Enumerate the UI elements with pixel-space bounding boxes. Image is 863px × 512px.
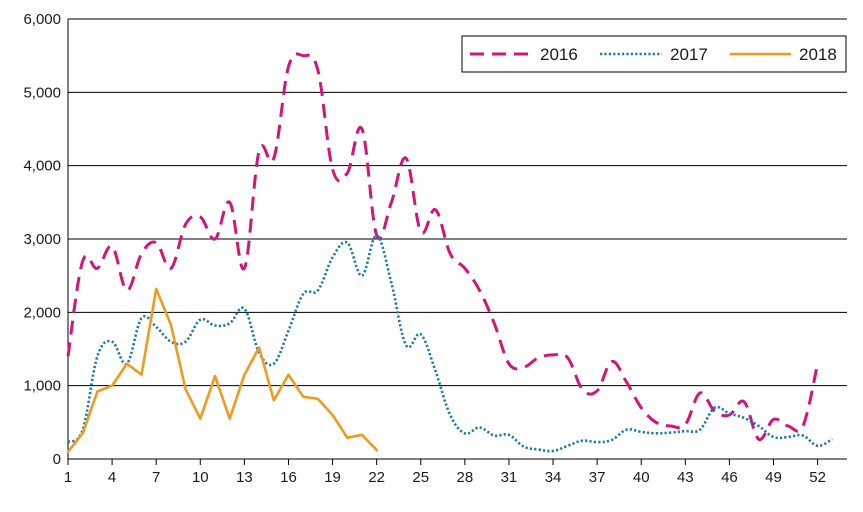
x-tick-label: 19 [324, 469, 341, 486]
y-axis-tick-labels: 0 1,000 2,000 3,000 4,000 5,000 6,000 [23, 11, 61, 468]
y-tick-label: 3,000 [23, 231, 61, 248]
legend: 2016 2017 2018 [461, 35, 847, 73]
x-axis: 1 4 7 10 13 16 19 22 25 28 31 34 37 40 43 46 49 52 [64, 458, 847, 486]
gridlines [67, 18, 847, 459]
x-tick-label: 7 [152, 469, 160, 486]
x-tick-label: 1 [64, 469, 72, 486]
y-tick-label: 2,000 [23, 304, 61, 321]
x-tick-label: 49 [765, 469, 782, 486]
x-tick-label: 34 [545, 469, 562, 486]
x-tick-label: 40 [633, 469, 650, 486]
series-line-2017 [67, 233, 833, 453]
legend-label-2018: 2018 [799, 45, 837, 64]
x-tick-label: 28 [457, 469, 474, 486]
x-tick-label: 10 [192, 469, 209, 486]
x-tick-label: 37 [589, 469, 606, 486]
x-tick-label: 43 [677, 469, 694, 486]
x-tick-label: 31 [501, 469, 518, 486]
x-tick-label: 13 [236, 469, 253, 486]
series-line-2016 [66, 52, 820, 441]
x-tick-label: 4 [108, 469, 116, 486]
x-tick-label: 16 [280, 469, 297, 486]
x-tick-label: 52 [809, 469, 826, 486]
series-layer [66, 52, 833, 453]
y-tick-label: 5,000 [23, 84, 61, 101]
y-tick-label: 6,000 [23, 11, 61, 28]
legend-label-2017: 2017 [670, 45, 708, 64]
x-tick-label: 25 [412, 469, 429, 486]
legend-label-2016: 2016 [540, 45, 578, 64]
y-tick-label: 4,000 [23, 158, 61, 175]
x-tick-label: 46 [721, 469, 738, 486]
y-tick-label: 0 [53, 451, 61, 468]
series-line-2018 [66, 287, 378, 453]
x-tick-label: 22 [368, 469, 385, 486]
y-tick-label: 1,000 [23, 378, 61, 395]
